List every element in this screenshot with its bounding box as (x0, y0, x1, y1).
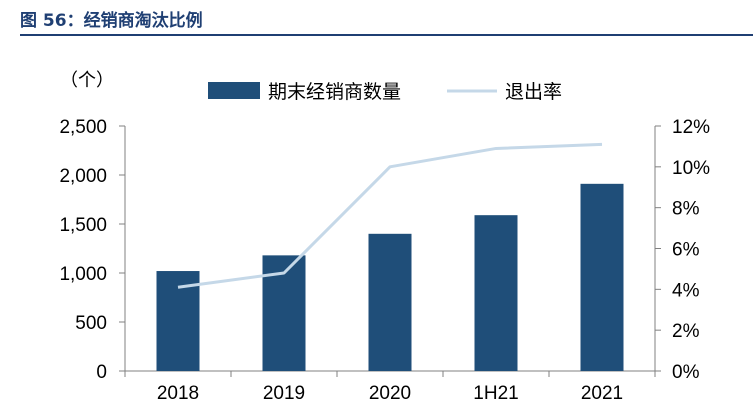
figure-title: 图 56：经销商淘汰比例 (20, 11, 203, 31)
legend-label-bar: 期末经销商数量 (268, 81, 401, 103)
right-axis-tick-label: 8% (672, 199, 700, 220)
left-axis-tick-label: 1,500 (59, 215, 107, 236)
bar (474, 215, 518, 371)
x-axis-tick-label: 2018 (157, 383, 199, 404)
left-axis-tick-label: 0 (96, 362, 107, 383)
x-axis-tick-label: 1H21 (473, 383, 518, 404)
legend-swatch-bar (208, 82, 260, 99)
x-axis-tick-label: 2019 (263, 383, 305, 404)
left-axis-tick-label: 500 (75, 313, 107, 334)
line-series (177, 142, 603, 289)
bar (580, 183, 624, 371)
legend-label-line: 退出率 (505, 81, 562, 103)
left-axis-tick-label: 1,000 (59, 264, 107, 285)
right-axis-tick-label: 10% (672, 158, 710, 179)
axes-group: 0 500 1,000 1,500 2,000 2,500 （个） 0% 2% 4% 6% 8% 10%… (59, 70, 710, 404)
right-axis-tick-label: 12% (672, 117, 710, 138)
left-axis-tick-label: 2,500 (59, 117, 107, 138)
legend: 期末经销商数量 退出率 (208, 81, 562, 103)
right-axis-tick-label: 2% (672, 321, 700, 342)
bar (368, 233, 412, 371)
right-axis-tick-label: 6% (672, 240, 700, 261)
x-axis-tick-label: 2020 (369, 383, 411, 404)
title-underline (20, 34, 753, 36)
left-axis-unit-label: （个） (60, 70, 114, 91)
right-axis-tick-label: 0% (672, 362, 700, 383)
right-axis-tick-label: 4% (672, 280, 700, 301)
bar (156, 271, 200, 371)
x-axis-tick-label: 2021 (581, 383, 623, 404)
left-axis-tick-label: 2,000 (59, 166, 107, 187)
bar-series (156, 183, 624, 371)
